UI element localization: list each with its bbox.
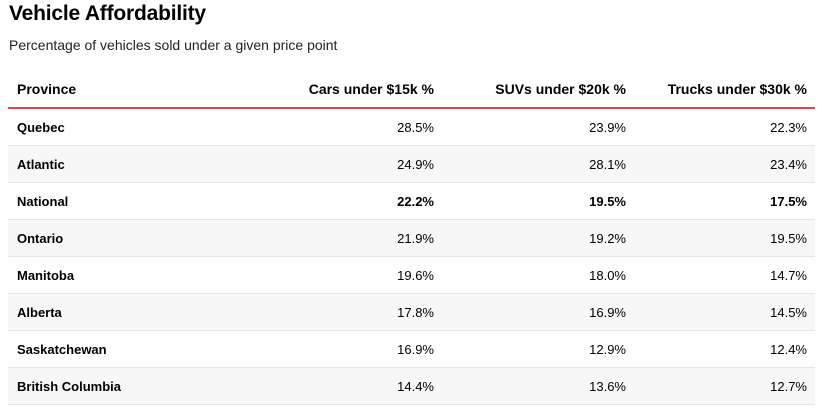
suvs-cell: 19.2%	[442, 219, 634, 257]
trucks-cell: 12.7%	[634, 367, 815, 405]
province-cell: Ontario	[8, 219, 215, 257]
trucks-cell: 14.7%	[634, 256, 815, 294]
trucks-cell: 22.3%	[634, 108, 815, 146]
trucks-cell: 23.4%	[634, 145, 815, 183]
province-cell: Quebec	[8, 108, 215, 146]
table-row: Saskatchewan 16.9% 12.9% 12.4%	[8, 330, 815, 368]
province-cell: Alberta	[8, 293, 215, 331]
cars-cell: 22.2%	[215, 182, 442, 220]
column-header-province[interactable]: Province	[8, 70, 215, 109]
cars-cell: 19.6%	[215, 256, 442, 294]
column-header-suvs[interactable]: SUVs under $20k %	[442, 70, 634, 109]
cars-cell: 17.8%	[215, 293, 442, 331]
trucks-cell: 19.5%	[634, 219, 815, 257]
trucks-cell: 17.5%	[634, 182, 815, 220]
province-cell: Atlantic	[8, 145, 215, 183]
cars-cell: 14.4%	[215, 367, 442, 405]
suvs-cell: 18.0%	[442, 256, 634, 294]
province-cell: Manitoba	[8, 256, 215, 294]
table-row: Alberta 17.8% 16.9% 14.5%	[8, 293, 815, 331]
cars-cell: 28.5%	[215, 108, 442, 146]
trucks-cell: 12.4%	[634, 330, 815, 368]
column-header-cars[interactable]: Cars under $15k %	[215, 70, 442, 109]
suvs-cell: 16.9%	[442, 293, 634, 331]
cars-cell: 24.9%	[215, 145, 442, 183]
province-cell: Saskatchewan	[8, 330, 215, 368]
table-row: British Columbia 14.4% 13.6% 12.7%	[8, 367, 815, 405]
table-header-row: Province Cars under $15k % SUVs under $2…	[8, 70, 815, 109]
province-cell: British Columbia	[8, 367, 215, 405]
suvs-cell: 28.1%	[442, 145, 634, 183]
suvs-cell: 19.5%	[442, 182, 634, 220]
page-subtitle: Percentage of vehicles sold under a give…	[9, 37, 338, 53]
province-cell: National	[8, 182, 215, 220]
suvs-cell: 12.9%	[442, 330, 634, 368]
table-row: Manitoba 19.6% 18.0% 14.7%	[8, 256, 815, 294]
cars-cell: 16.9%	[215, 330, 442, 368]
table-row: Ontario 21.9% 19.2% 19.5%	[8, 219, 815, 257]
affordability-table: Province Cars under $15k % SUVs under $2…	[8, 70, 815, 405]
trucks-cell: 14.5%	[634, 293, 815, 331]
suvs-cell: 13.6%	[442, 367, 634, 405]
table-row: Atlantic 24.9% 28.1% 23.4%	[8, 145, 815, 183]
cars-cell: 21.9%	[215, 219, 442, 257]
page-title: Vehicle Affordability	[9, 2, 206, 25]
column-header-trucks[interactable]: Trucks under $30k %	[634, 70, 815, 109]
table-row: Quebec 28.5% 23.9% 22.3%	[8, 108, 815, 146]
suvs-cell: 23.9%	[442, 108, 634, 146]
table-row-national: National 22.2% 19.5% 17.5%	[8, 182, 815, 220]
